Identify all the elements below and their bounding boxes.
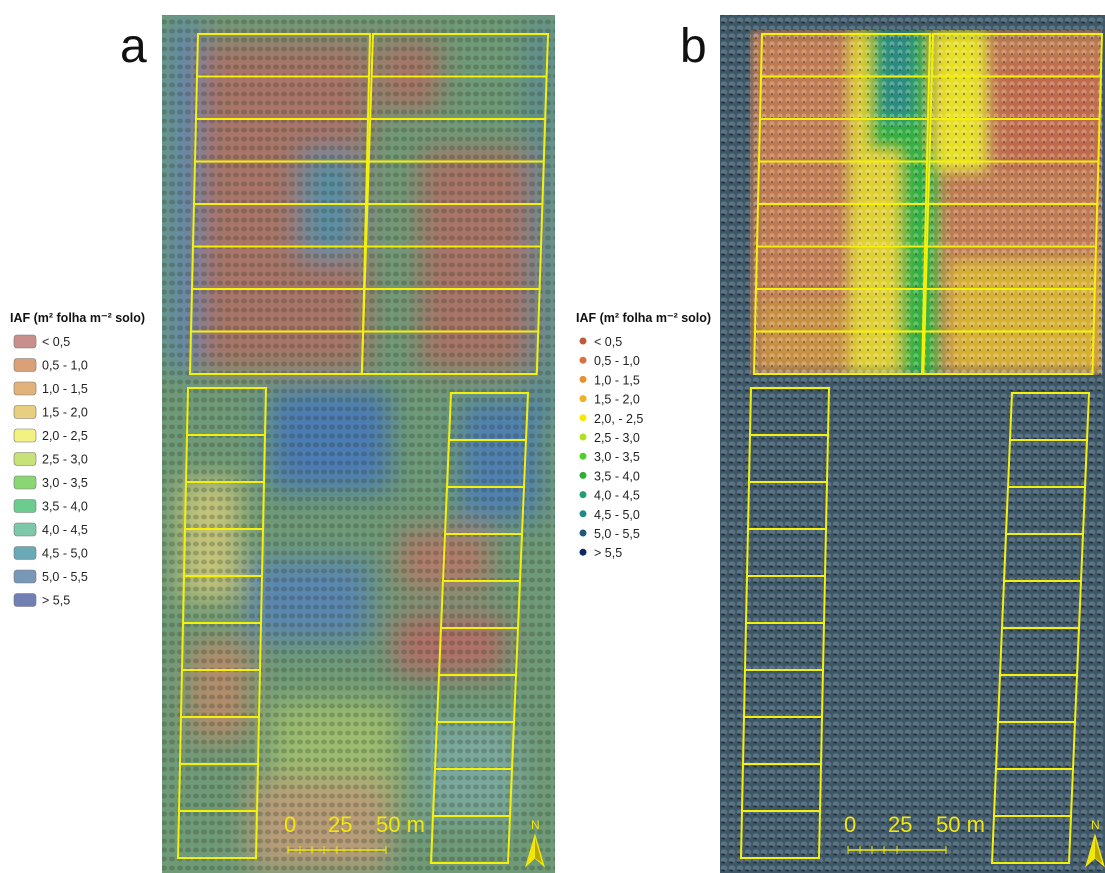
legend-swatch <box>14 453 36 466</box>
legend-item-label: 3,5 - 4,0 <box>594 469 640 483</box>
legend-item-label: 5,0 - 5,5 <box>42 570 88 584</box>
legend-swatch <box>14 406 36 419</box>
legend-title: IAF (m² folha m⁻² solo) <box>10 311 145 325</box>
legend-swatch <box>580 338 587 345</box>
legend-swatch <box>580 472 587 479</box>
panel-label: b <box>680 20 707 73</box>
scale-label: 0 <box>284 812 296 837</box>
legend-item-label: 4,5 - 5,0 <box>594 508 640 522</box>
figure: a IAF (m² folha m⁻² solo) < 0,5 0,5 - 1,0 1,… <box>0 0 1105 873</box>
scale-label: 50 m <box>936 812 985 837</box>
legend-swatch <box>14 523 36 536</box>
legend-item-label: > 5,5 <box>42 594 70 608</box>
scale-label: 0 <box>844 812 856 837</box>
legend-swatch <box>14 570 36 583</box>
legend-title: IAF (m² folha m⁻² solo) <box>576 311 711 325</box>
legend-item-label: 3,0 - 3,5 <box>594 450 640 464</box>
legend-item-label: 1,5 - 2,0 <box>594 393 640 407</box>
legend-item-label: 1,0 - 1,5 <box>594 373 640 387</box>
legend-swatch <box>580 491 587 498</box>
legend-item-label: 2,0, - 2,5 <box>594 412 643 426</box>
legend-item-label: 0,5 - 1,0 <box>42 359 88 373</box>
legend-item-label: 3,0 - 3,5 <box>42 476 88 490</box>
legend-item-label: 1,0 - 1,5 <box>42 382 88 396</box>
legend-swatch <box>580 414 587 421</box>
legend-swatch <box>14 359 36 372</box>
legend-swatch <box>14 429 36 442</box>
scale-label: 50 m <box>376 812 425 837</box>
legend-swatch <box>580 530 587 537</box>
legend-item-label: 3,5 - 4,0 <box>42 500 88 514</box>
north-label: N <box>531 818 540 832</box>
legend-item-label: 4,5 - 5,0 <box>42 547 88 561</box>
legend-swatch <box>580 395 587 402</box>
legend-item-label: 5,0 - 5,5 <box>594 527 640 541</box>
map-a <box>162 15 555 873</box>
legend-swatch <box>580 376 587 383</box>
legend-swatch <box>580 434 587 441</box>
panel-label: a <box>120 20 147 73</box>
legend-item-label: 2,0 - 2,5 <box>42 429 88 443</box>
legend-swatch <box>14 500 36 513</box>
legend-item-label: 2,5 - 3,0 <box>42 453 88 467</box>
legend-swatch <box>580 453 587 460</box>
map-b <box>720 15 1105 873</box>
legend-swatch <box>14 547 36 560</box>
legend-item-label: > 5,5 <box>594 546 622 560</box>
legend-item-label: < 0,5 <box>42 335 70 349</box>
legend-item-label: 2,5 - 3,0 <box>594 431 640 445</box>
legend-item-label: 0,5 - 1,0 <box>594 354 640 368</box>
legend-swatch <box>14 382 36 395</box>
scale-label: 25 <box>888 812 912 837</box>
legend-swatch <box>580 357 587 364</box>
legend-item-label: 1,5 - 2,0 <box>42 406 88 420</box>
legend-swatch <box>14 476 36 489</box>
legend-swatch <box>580 549 587 556</box>
legend-swatch <box>14 594 36 607</box>
north-label: N <box>1091 818 1100 832</box>
legend-item-label: 4,0 - 4,5 <box>594 489 640 503</box>
legend-item-label: 4,0 - 4,5 <box>42 523 88 537</box>
scale-label: 25 <box>328 812 352 837</box>
legend-item-label: < 0,5 <box>594 335 622 349</box>
legend-swatch <box>580 510 587 517</box>
legend-swatch <box>14 335 36 348</box>
